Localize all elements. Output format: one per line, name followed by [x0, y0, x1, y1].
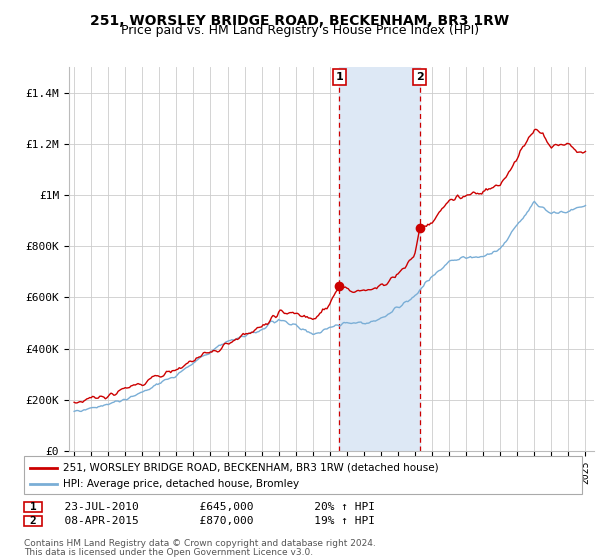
Text: 2: 2	[416, 72, 424, 82]
Text: This data is licensed under the Open Government Licence v3.0.: This data is licensed under the Open Gov…	[24, 548, 313, 557]
Text: Price paid vs. HM Land Registry's House Price Index (HPI): Price paid vs. HM Land Registry's House …	[121, 24, 479, 37]
Text: 1: 1	[335, 72, 343, 82]
Text: 08-APR-2015         £870,000         19% ↑ HPI: 08-APR-2015 £870,000 19% ↑ HPI	[51, 516, 375, 526]
Text: 251, WORSLEY BRIDGE ROAD, BECKENHAM, BR3 1RW (detached house): 251, WORSLEY BRIDGE ROAD, BECKENHAM, BR3…	[63, 463, 439, 473]
Text: 23-JUL-2010         £645,000         20% ↑ HPI: 23-JUL-2010 £645,000 20% ↑ HPI	[51, 502, 375, 512]
Text: Contains HM Land Registry data © Crown copyright and database right 2024.: Contains HM Land Registry data © Crown c…	[24, 539, 376, 548]
Text: 251, WORSLEY BRIDGE ROAD, BECKENHAM, BR3 1RW: 251, WORSLEY BRIDGE ROAD, BECKENHAM, BR3…	[91, 14, 509, 28]
Text: 1: 1	[29, 502, 37, 512]
Bar	[339, 67, 419, 451]
Text: 2: 2	[29, 516, 37, 526]
Text: HPI: Average price, detached house, Bromley: HPI: Average price, detached house, Brom…	[63, 479, 299, 489]
